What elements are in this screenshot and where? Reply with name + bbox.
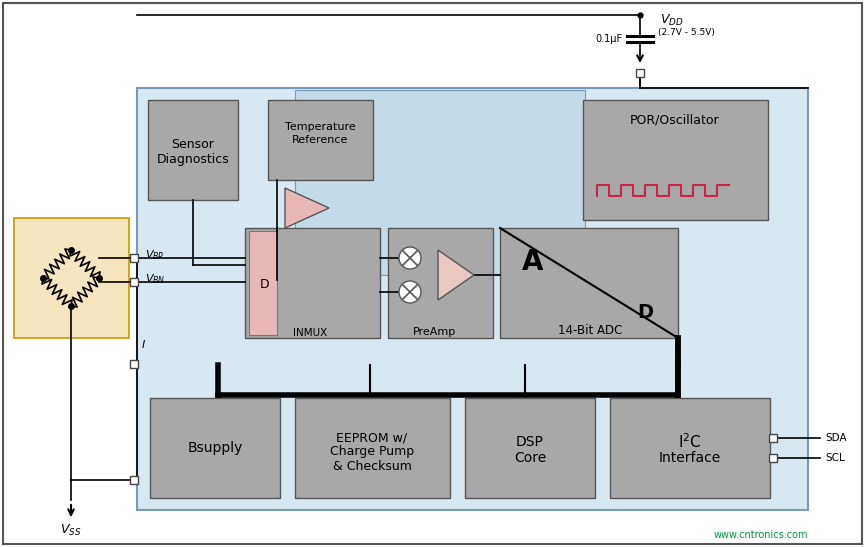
Bar [295,398,450,498]
Text: $V_{BN}$: $V_{BN}$ [145,272,165,286]
Text: D: D [260,278,270,292]
Bar [500,228,678,338]
Bar [130,278,138,286]
Circle shape [399,281,421,303]
Bar [769,454,777,462]
Text: Temperature: Temperature [285,122,356,132]
Text: I: I [141,340,144,350]
Bar [636,69,644,77]
Text: D: D [637,304,653,323]
Text: Reference: Reference [292,135,349,145]
Bar [583,100,768,220]
Text: www.cntronics.com: www.cntronics.com [714,530,808,540]
Bar [148,100,238,200]
Bar [610,398,770,498]
Polygon shape [285,188,329,228]
Bar [769,434,777,442]
Text: Bsupply: Bsupply [188,441,243,455]
Text: SCL: SCL [825,453,845,463]
Bar [245,228,380,338]
Text: 14-Bit ADC: 14-Bit ADC [558,323,622,336]
Text: Sensor: Sensor [171,138,215,152]
Bar [465,398,595,498]
Bar [130,360,138,368]
Text: DSP: DSP [516,435,544,449]
Text: 0.1μF: 0.1μF [595,34,622,44]
Text: Core: Core [514,451,546,465]
Text: EEPROM w/: EEPROM w/ [336,432,407,445]
Bar [388,228,493,338]
Text: & Checksum: & Checksum [332,459,412,473]
Text: INMUX: INMUX [293,328,327,338]
Polygon shape [438,250,474,300]
Bar [249,231,277,335]
Text: PreAmp: PreAmp [413,327,457,337]
Text: $V_{SS}$: $V_{SS}$ [61,522,81,538]
Bar [295,90,585,275]
Circle shape [399,247,421,269]
Bar [268,100,373,180]
Text: Charge Pump: Charge Pump [330,445,414,458]
Text: I$^2$C: I$^2$C [678,433,702,451]
Bar [130,254,138,262]
Text: POR/Oscillator: POR/Oscillator [631,113,720,126]
Text: $V_{BP}$: $V_{BP}$ [145,248,164,262]
Bar [130,476,138,484]
Text: Interface: Interface [659,451,721,465]
Text: Diagnostics: Diagnostics [157,154,229,166]
Text: A: A [522,248,544,276]
Bar [137,88,808,510]
Bar [150,398,280,498]
Bar [14,218,129,338]
Text: $V_{DD}$: $V_{DD}$ [660,13,683,27]
Text: (2.7V - 5.5V): (2.7V - 5.5V) [658,28,714,38]
Text: SDA: SDA [825,433,847,443]
